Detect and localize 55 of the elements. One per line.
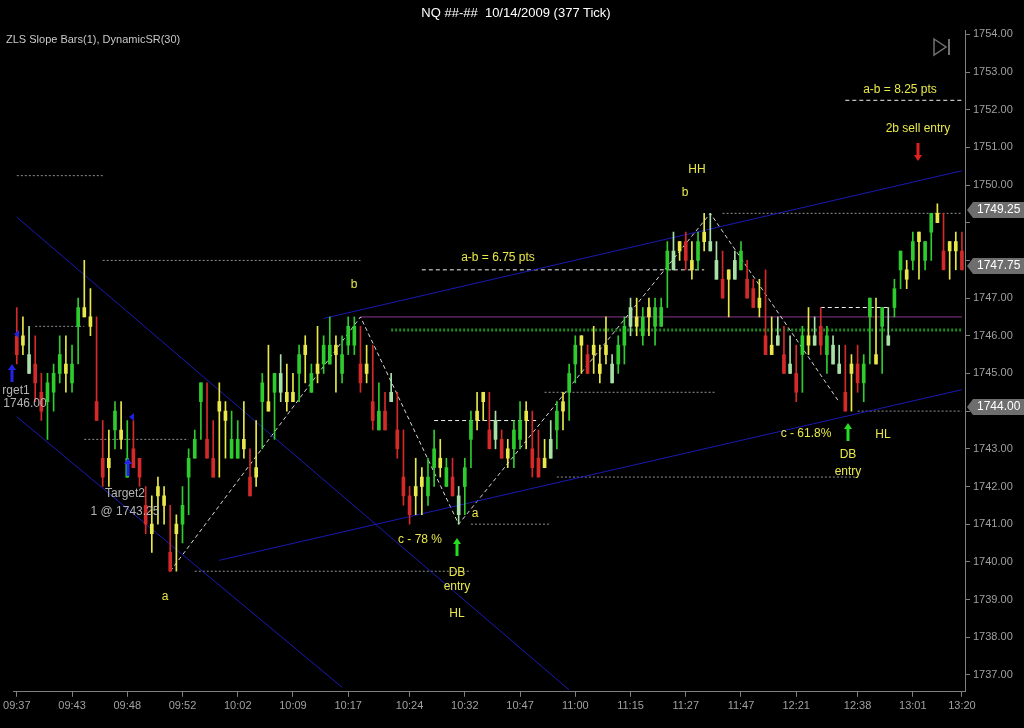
- y-tick-label: 1739.00: [973, 592, 1013, 605]
- annotation: entry: [834, 464, 862, 479]
- x-tick-label: 10:17: [334, 699, 362, 712]
- text: 1747.75: [977, 258, 1021, 273]
- x-tick-label: 09:43: [58, 699, 86, 712]
- x-tick-label: 10:09: [279, 699, 307, 712]
- y-tick-label: 1742.00: [973, 479, 1013, 492]
- y-tick-label: 1754.00: [973, 27, 1013, 40]
- x-tick-label: 12:21: [782, 699, 810, 712]
- annotation: b: [681, 185, 689, 200]
- x-tick-label: 09:52: [168, 699, 197, 712]
- annotation: HH: [688, 162, 706, 177]
- annotation: b: [350, 277, 358, 292]
- annotation: ZLS Slope Bars(1), DynamicSR(30): [6, 33, 181, 46]
- x-tick-label: 11:27: [672, 699, 700, 712]
- x-tick-label: 10:24: [395, 699, 424, 712]
- y-tick-label: 1738.00: [973, 630, 1013, 643]
- x-tick-label: 11:47: [727, 699, 755, 712]
- x-tick-label: 13:01: [899, 699, 927, 712]
- annotation: c - 61.8%: [780, 426, 832, 441]
- y-tick-label: 1751.00: [973, 140, 1013, 153]
- x-tick-label: 10:47: [506, 699, 534, 712]
- annotation: a: [161, 589, 169, 604]
- annotation: rget1: [2, 383, 30, 398]
- annotation: HL: [875, 427, 891, 442]
- x-tick-label: 10:32: [451, 699, 479, 712]
- y-tick-label: 1752.00: [973, 102, 1013, 115]
- y-tick-label: 1753.00: [973, 65, 1013, 78]
- annotation: a-b = 6.75 pts: [461, 250, 535, 265]
- y-tick-label: 1740.00: [973, 554, 1013, 567]
- text: 1749.25: [977, 202, 1021, 217]
- x-tick-label: 10:02: [223, 699, 252, 712]
- x-tick-label: 11:15: [617, 699, 644, 712]
- text: 1744.00: [977, 399, 1021, 414]
- annotation: entry: [443, 579, 471, 594]
- annotation: DB: [448, 565, 466, 580]
- annotation: 2b sell entry: [885, 121, 951, 136]
- annotation: DB: [839, 447, 857, 462]
- annotation: a-b = 8.25 pts: [863, 82, 937, 97]
- y-tick-label: 1750.00: [973, 178, 1013, 191]
- chart-title: NQ ##-## 10/14/2009 (377 Tick): [421, 5, 611, 21]
- x-tick-label: 13:20: [948, 699, 976, 712]
- x-tick-label: 09:48: [113, 699, 142, 712]
- x-tick-label: 12:38: [843, 699, 872, 712]
- y-tick-label: 1743.00: [973, 441, 1013, 454]
- y-tick-label: 1746.00: [973, 328, 1013, 341]
- annotation: HL: [449, 606, 465, 621]
- annotation: c - 78 %: [397, 532, 443, 547]
- x-tick-label: 09:37: [3, 699, 31, 712]
- y-tick-label: 1741.00: [973, 517, 1013, 530]
- y-tick-label: 1747.00: [973, 291, 1013, 304]
- x-tick-label: 11:00: [561, 699, 589, 712]
- y-tick-label: 1745.00: [973, 366, 1013, 379]
- annotation: a: [471, 506, 479, 521]
- y-tick-label: 1737.00: [973, 667, 1013, 680]
